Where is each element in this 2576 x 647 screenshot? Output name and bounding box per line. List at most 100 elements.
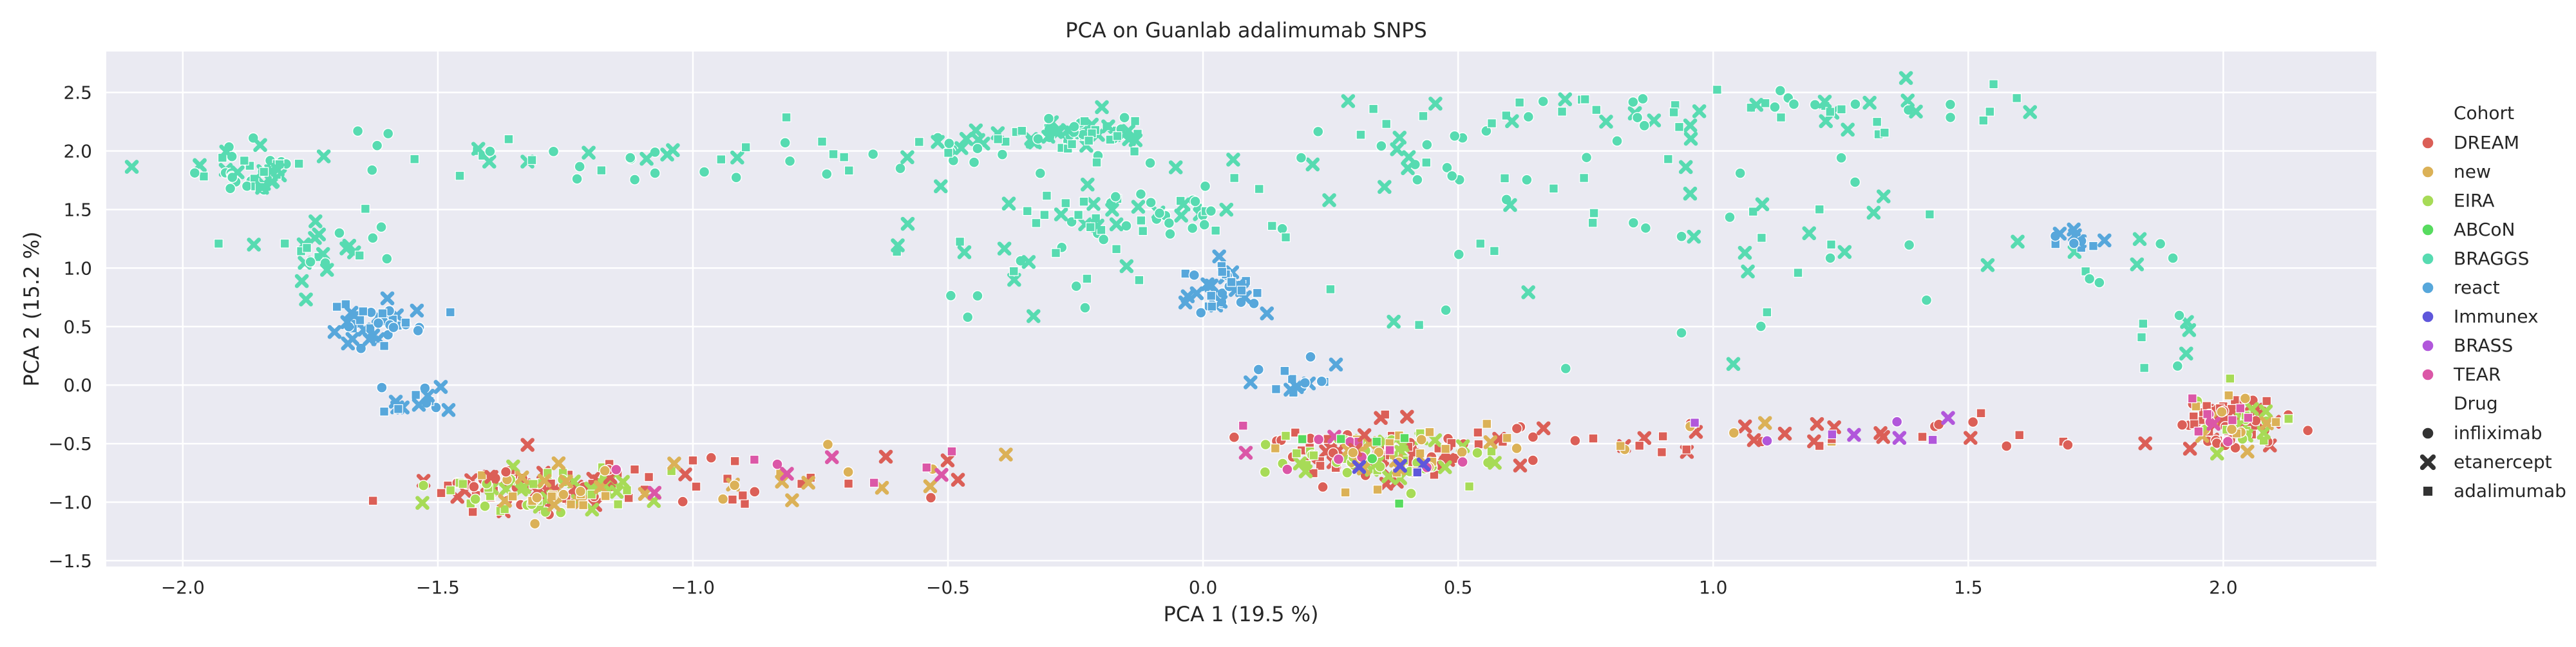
- data-point: [923, 479, 938, 494]
- data-point: [1213, 294, 1228, 309]
- data-point: [2228, 415, 2237, 426]
- data-point: [393, 404, 403, 414]
- data-point: [445, 307, 455, 317]
- data-point: [1131, 200, 1146, 214]
- data-point: [1267, 221, 1277, 231]
- data-point: [1521, 285, 1535, 299]
- data-point: [412, 324, 424, 337]
- data-point: [1678, 160, 1693, 174]
- data-point: [1446, 170, 1458, 182]
- data-point: [1412, 174, 1423, 185]
- data-point: [1309, 450, 1319, 460]
- data-point: [934, 179, 948, 194]
- data-point: [878, 449, 893, 464]
- data-point: [1207, 301, 1217, 312]
- data-point: [458, 479, 468, 489]
- data-point: [1085, 222, 1095, 232]
- data-point: [677, 496, 688, 507]
- data-point: [1826, 239, 1836, 250]
- data-point: [224, 183, 236, 194]
- data-point: [1082, 274, 1092, 284]
- data-point: [1394, 498, 1405, 509]
- data-point: [1692, 104, 1707, 118]
- data-point: [1941, 411, 1955, 426]
- data-point: [367, 232, 379, 244]
- data-point: [1762, 307, 1772, 317]
- data-point: [2172, 360, 2184, 372]
- data-point: [1061, 123, 1075, 137]
- x-tick-label: −1.5: [416, 577, 460, 598]
- data-point: [1372, 436, 1382, 447]
- data-point: [951, 473, 965, 487]
- data-point: [1009, 266, 1019, 276]
- data-point: [2262, 396, 2272, 406]
- data-point: [644, 472, 654, 482]
- data-point: [2174, 310, 2185, 321]
- legend-marker-braggs: [2421, 252, 2434, 265]
- data-point: [1041, 129, 1056, 144]
- data-point: [1827, 429, 1837, 440]
- data-point: [2183, 442, 2197, 456]
- data-point: [1101, 119, 1115, 134]
- data-point: [1456, 446, 1468, 458]
- data-point: [1726, 357, 1741, 371]
- data-point: [1189, 286, 1204, 301]
- legend-label-brass: BRASS: [2454, 335, 2513, 356]
- data-point: [1440, 305, 1452, 316]
- data-point: [943, 138, 955, 149]
- data-point: [1473, 439, 1484, 449]
- y-tick-label: 2.0: [63, 141, 92, 162]
- data-point: [1067, 139, 1077, 149]
- data-point: [1676, 327, 1687, 339]
- data-point: [1891, 416, 1903, 427]
- data-point: [1627, 96, 1639, 108]
- data-point: [372, 317, 384, 329]
- legend-marker-tear: [2421, 368, 2434, 381]
- data-point: [1978, 115, 1989, 126]
- data-point: [784, 155, 796, 167]
- data-point: [294, 274, 309, 288]
- data-point: [471, 142, 486, 156]
- data-point: [1416, 434, 1427, 445]
- data-point: [1226, 153, 1240, 167]
- data-point: [730, 456, 740, 466]
- data-point: [305, 256, 316, 268]
- data-point: [547, 498, 562, 512]
- data-point: [1862, 95, 1877, 110]
- data-point: [1527, 455, 1539, 466]
- data-point: [821, 168, 833, 180]
- data-point: [1401, 150, 1416, 164]
- data-point: [2224, 390, 2234, 400]
- data-point: [1295, 152, 1307, 164]
- data-point: [844, 478, 853, 489]
- data-point: [500, 504, 510, 514]
- y-tick-labels: −1.5 −1.0 −0.5 0.0 0.5 1.0 1.5 2.0 2.5: [48, 82, 92, 572]
- data-point: [1587, 218, 1598, 228]
- data-point: [270, 162, 285, 177]
- data-point: [2154, 238, 2166, 250]
- data-point: [1007, 272, 1021, 287]
- data-point: [1560, 362, 1571, 375]
- data-point: [1876, 189, 1891, 203]
- data-point: [1070, 280, 1082, 292]
- data-point: [1199, 180, 1211, 192]
- data-point: [1873, 426, 1888, 440]
- y-tick-label: 1.0: [63, 258, 92, 279]
- data-point: [594, 480, 608, 494]
- data-point: [2302, 425, 2314, 436]
- data-point: [1850, 98, 1861, 110]
- data-point: [1260, 306, 1274, 321]
- legend-label-dream: DREAM: [2454, 132, 2519, 153]
- data-point: [1188, 269, 1200, 281]
- data-point: [2225, 373, 2235, 384]
- data-point: [749, 486, 761, 498]
- data-point: [1259, 466, 1271, 478]
- legend-marker-new: [2421, 165, 2434, 178]
- data-point: [1944, 98, 1956, 110]
- data-point: [352, 125, 364, 137]
- data-point: [1681, 444, 1692, 455]
- data-point: [1909, 104, 1923, 119]
- data-point: [1835, 152, 1847, 164]
